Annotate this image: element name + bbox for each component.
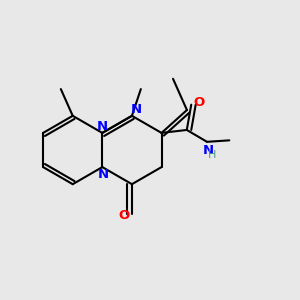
Text: N: N xyxy=(131,103,142,116)
Text: O: O xyxy=(118,209,129,222)
Text: N: N xyxy=(203,144,214,157)
Text: H: H xyxy=(208,150,216,160)
Text: O: O xyxy=(193,96,204,109)
Text: N: N xyxy=(98,168,110,181)
Text: N: N xyxy=(97,120,108,133)
